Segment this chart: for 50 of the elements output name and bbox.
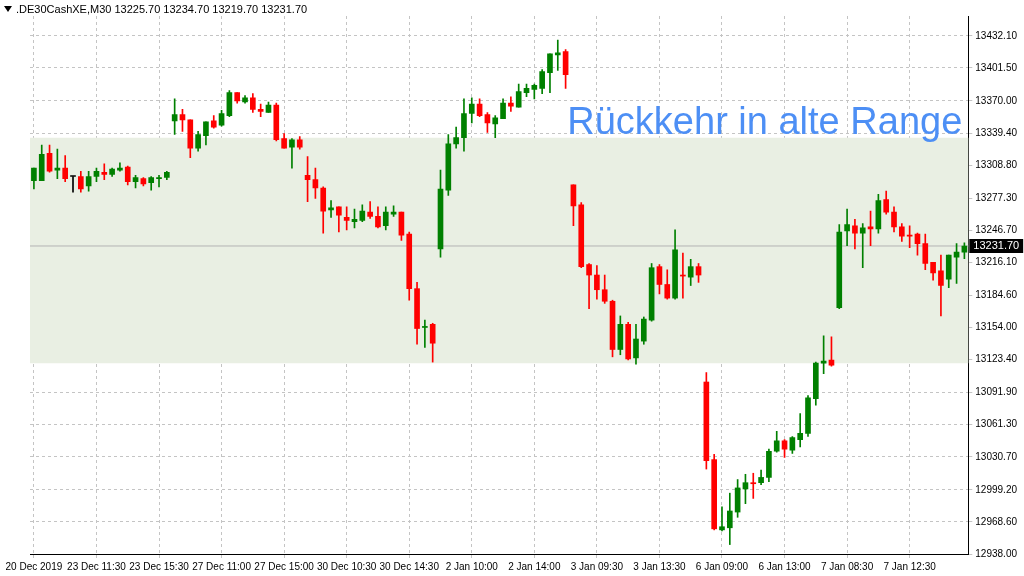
x-tick-label: 27 Dec 11:00 xyxy=(192,560,252,572)
y-tick-label: 13401.50 xyxy=(975,61,1018,73)
y-tick-label: 13308.80 xyxy=(975,158,1018,170)
candlestick xyxy=(554,39,561,71)
y-tick-label: 13246.70 xyxy=(975,224,1018,236)
x-tick-label: 7 Jan 12:30 xyxy=(883,560,937,572)
annotation: Rückkehr in alte Range xyxy=(567,100,963,142)
y-tick-label: 13184.60 xyxy=(975,289,1018,301)
candlestick xyxy=(101,163,108,180)
y-tick-label: 12968.60 xyxy=(975,515,1018,527)
x-tick-label: 7 Jan 08:30 xyxy=(820,560,874,572)
y-tick-label: 13277.30 xyxy=(975,191,1018,203)
x-tick-label: 27 Dec 15:00 xyxy=(254,560,315,572)
x-tick-label: 2 Jan 10:00 xyxy=(445,560,499,572)
y-tick-label: 13216.10 xyxy=(975,256,1018,268)
candlestick xyxy=(797,413,804,448)
x-tick-label: 3 Jan 13:30 xyxy=(633,560,687,572)
candlestick xyxy=(70,175,76,193)
x-tick-label: 23 Dec 15:30 xyxy=(129,560,190,572)
x-tick-label: 23 Dec 11:30 xyxy=(67,560,127,572)
y-tick-label: 13061.30 xyxy=(975,418,1018,430)
candlestick xyxy=(422,319,428,348)
ref-line-label: 13231.70 xyxy=(973,239,1020,252)
candlestick xyxy=(844,208,850,246)
x-tick-label: 6 Jan 13:00 xyxy=(758,560,812,572)
candlestick xyxy=(750,472,757,499)
y-tick-label: 13030.70 xyxy=(975,450,1018,462)
y-tick-label: 12938.00 xyxy=(975,547,1018,559)
y-tick-label: 13432.10 xyxy=(975,29,1018,41)
y-tick-label: 13091.90 xyxy=(975,386,1018,398)
y-tick-label: 12999.20 xyxy=(975,483,1018,495)
x-tick-label: 30 Dec 14:30 xyxy=(379,560,440,572)
chart-title: .DE30CashXE,M30 13225.70 13234.70 13219.70 13231.70 xyxy=(16,3,308,15)
y-tick-label: 13339.40 xyxy=(975,126,1018,138)
candlestick xyxy=(719,506,725,532)
candlestick xyxy=(367,201,373,219)
x-tick-label: 2 Jan 14:00 xyxy=(508,560,561,572)
x-tick-label: 6 Jan 09:00 xyxy=(695,560,749,572)
x-tick-label: 20 Dec 2019 xyxy=(5,560,63,572)
x-tick-label: 3 Jan 09:30 xyxy=(570,560,624,572)
candlestick xyxy=(586,263,592,309)
y-tick-label: 13123.40 xyxy=(975,353,1018,365)
candlestick xyxy=(938,254,944,317)
candlestick xyxy=(156,175,162,188)
y-tick-label: 13154.00 xyxy=(975,321,1018,333)
candlestick xyxy=(343,206,350,231)
x-tick-label: 30 Dec 10:30 xyxy=(316,560,377,572)
candlestick xyxy=(508,96,514,112)
candlestick xyxy=(859,223,866,269)
y-tick-label: 13370.00 xyxy=(975,94,1018,106)
